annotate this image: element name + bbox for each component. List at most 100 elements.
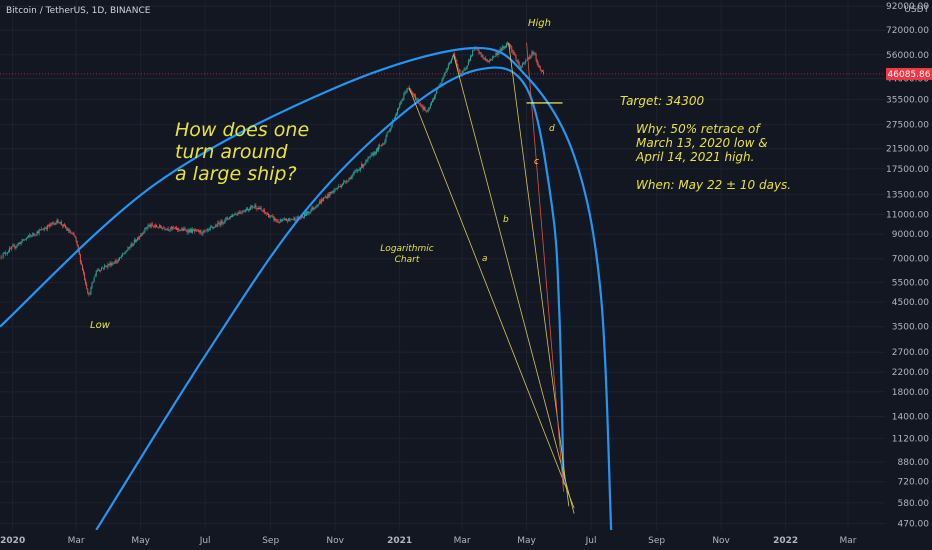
candle-body bbox=[204, 231, 206, 232]
target-label: Target: 34300 bbox=[620, 94, 704, 108]
candle-body bbox=[262, 210, 264, 211]
candle-body bbox=[412, 94, 414, 96]
candle-body bbox=[422, 106, 424, 110]
candle-body bbox=[35, 234, 37, 236]
candle-body bbox=[217, 222, 219, 227]
time-axis[interactable] bbox=[0, 530, 885, 550]
fan-label-b: b bbox=[503, 215, 509, 225]
candle-body bbox=[369, 155, 371, 158]
candle-body bbox=[246, 208, 248, 211]
candle-body bbox=[164, 227, 166, 230]
candle-body bbox=[357, 169, 359, 171]
candle-body bbox=[513, 51, 515, 55]
candle-body bbox=[466, 65, 468, 68]
candle-body bbox=[184, 228, 186, 230]
candle-body bbox=[370, 154, 372, 156]
candle-body bbox=[231, 216, 233, 217]
candle-body bbox=[358, 169, 360, 171]
candle-body bbox=[368, 157, 370, 158]
candle-body bbox=[52, 222, 54, 224]
candle-body bbox=[24, 239, 26, 240]
candle-body bbox=[68, 229, 70, 231]
y-tick-label: 2200.00 bbox=[892, 368, 929, 378]
candle-body bbox=[168, 229, 170, 231]
candle-body bbox=[268, 213, 270, 218]
candle-body bbox=[183, 228, 185, 231]
candle-body bbox=[135, 240, 137, 242]
candle-body bbox=[10, 248, 12, 249]
candle-body bbox=[305, 213, 307, 216]
candle-body bbox=[290, 219, 292, 220]
candle-body bbox=[166, 228, 168, 230]
candle-body bbox=[355, 170, 357, 172]
log-chart-line-2: Chart bbox=[395, 255, 420, 265]
candle-body bbox=[511, 46, 513, 52]
candle-body bbox=[30, 235, 32, 237]
x-tick-label: May bbox=[517, 536, 536, 546]
candle-body bbox=[23, 239, 25, 241]
candle-body bbox=[230, 216, 232, 218]
x-tick-label: Mar bbox=[68, 536, 85, 546]
candle-body bbox=[507, 43, 509, 45]
price-axis[interactable] bbox=[885, 0, 932, 550]
candle-body bbox=[333, 189, 335, 193]
y-tick-label: 92000.00 bbox=[886, 2, 929, 12]
candle-body bbox=[108, 264, 110, 265]
candle-body bbox=[214, 227, 216, 228]
candle-body bbox=[293, 217, 295, 220]
candle-body bbox=[222, 223, 224, 224]
candle-body bbox=[371, 153, 373, 155]
candle-body bbox=[394, 115, 396, 119]
candle-body bbox=[455, 57, 457, 60]
candle-body bbox=[380, 145, 382, 147]
candle-body bbox=[123, 253, 125, 254]
fan-lines bbox=[408, 42, 575, 514]
candle-body bbox=[442, 76, 444, 80]
candle-body bbox=[515, 55, 517, 61]
candle-body bbox=[11, 246, 13, 249]
candle-body bbox=[196, 229, 198, 231]
candle-body bbox=[72, 233, 74, 234]
candle-body bbox=[486, 60, 488, 61]
candle-body bbox=[353, 171, 355, 174]
candle-body bbox=[434, 96, 436, 100]
candle-body bbox=[14, 245, 16, 248]
candle-body bbox=[159, 225, 161, 228]
x-tick-label: Jul bbox=[585, 536, 597, 546]
candle-body bbox=[265, 213, 267, 214]
candle-body bbox=[485, 59, 487, 61]
candle-body bbox=[481, 54, 483, 57]
candle-body bbox=[140, 235, 142, 237]
candle-body bbox=[228, 217, 230, 219]
candle-body bbox=[25, 237, 27, 240]
candle-body bbox=[366, 160, 368, 161]
candle-body bbox=[278, 222, 280, 224]
y-tick-label: 56000.00 bbox=[886, 51, 929, 61]
candle-body bbox=[62, 224, 64, 226]
candle-body bbox=[495, 53, 497, 57]
candle-body bbox=[335, 188, 337, 190]
candle-body bbox=[47, 225, 49, 230]
candle-body bbox=[138, 237, 140, 239]
candle-body bbox=[32, 233, 34, 237]
fan-label-a: a bbox=[482, 254, 488, 264]
candle-body bbox=[141, 233, 143, 236]
y-tick-label: 1120.00 bbox=[892, 434, 929, 444]
candle-body bbox=[435, 93, 437, 97]
candle-body bbox=[528, 58, 530, 60]
candle-body bbox=[3, 252, 5, 254]
candle-body bbox=[532, 52, 534, 54]
candle-body bbox=[385, 137, 387, 142]
candle-body bbox=[37, 231, 39, 234]
candle-body bbox=[49, 224, 51, 227]
candle-body bbox=[505, 43, 507, 48]
candle-body bbox=[169, 229, 171, 230]
candle-body bbox=[143, 231, 145, 234]
candle-body bbox=[308, 211, 310, 214]
candle-body bbox=[315, 206, 317, 208]
candle-body bbox=[242, 211, 244, 213]
time-axis-ticks: 2020 Mar May Jul Sep Nov 2021 Mar May Jul Sep Nov 20… bbox=[0, 536, 857, 546]
candle-body bbox=[105, 265, 107, 267]
candle-body bbox=[19, 242, 21, 245]
